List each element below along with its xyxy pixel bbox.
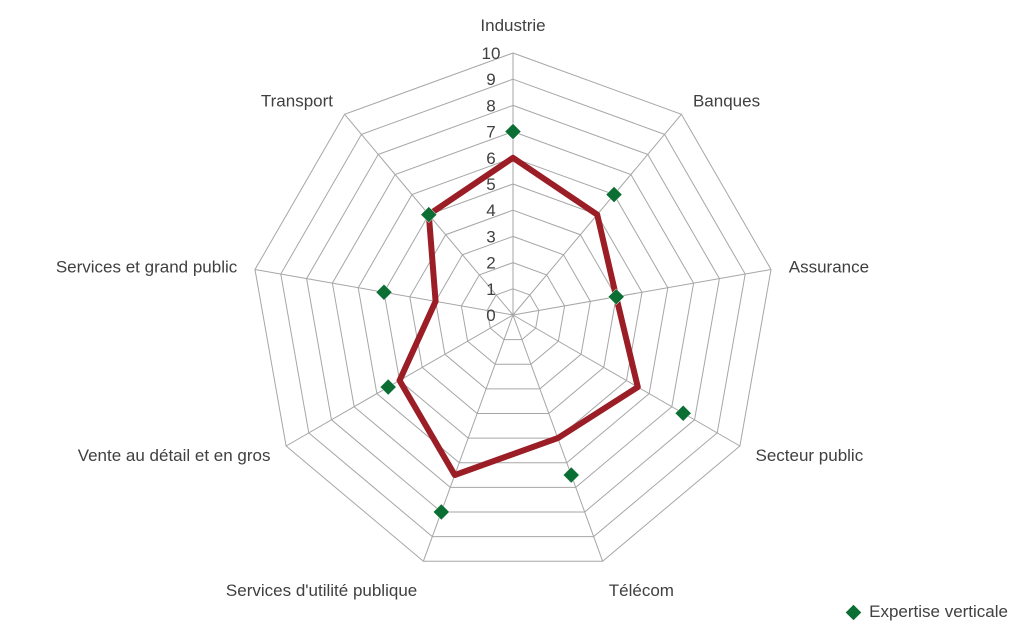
category-label: Vente au détail et en gros xyxy=(78,446,271,465)
grid-ring-6 xyxy=(357,157,669,464)
series-line-layer xyxy=(396,154,641,479)
category-label: Assurance xyxy=(789,257,869,276)
data-point-marker xyxy=(379,378,397,396)
data-point-marker xyxy=(375,283,393,301)
tick-label: 5 xyxy=(486,175,495,194)
data-point-marker xyxy=(605,186,623,203)
grid-ring-8 xyxy=(306,104,720,513)
series-line xyxy=(396,154,641,479)
legend: Expertise verticale xyxy=(845,602,1008,622)
category-label: Télécom xyxy=(609,581,674,600)
tick-label: 0 xyxy=(486,306,495,325)
radial-tick-labels: 0 1 2 3 4 5 6 7 8 9 10 xyxy=(482,44,501,325)
data-point-marker xyxy=(607,288,625,306)
data-point-marker xyxy=(432,503,450,521)
tick-label: 6 xyxy=(486,149,495,168)
tick-label: 4 xyxy=(486,201,495,220)
data-point-marker xyxy=(504,123,522,140)
grid-ring-7 xyxy=(331,131,695,488)
grid-ring-2 xyxy=(460,262,566,365)
tick-label: 1 xyxy=(486,280,495,299)
grid-ring-5 xyxy=(383,183,643,439)
tick-label: 3 xyxy=(486,227,495,246)
legend-label: Expertise verticale xyxy=(869,602,1008,621)
data-point-marker xyxy=(420,206,438,224)
tick-label: 7 xyxy=(486,123,495,142)
tick-label: 2 xyxy=(486,254,495,273)
data-point-marker xyxy=(562,466,580,484)
grid-ring-4 xyxy=(409,209,617,414)
category-label: Secteur public xyxy=(755,446,863,465)
category-label: Services d'utilité publique xyxy=(226,581,417,600)
grid-ring-1 xyxy=(486,288,540,341)
grid-spoke-2 xyxy=(512,269,772,316)
grid-spoke-3 xyxy=(512,314,741,447)
tick-label: 10 xyxy=(482,44,501,63)
category-label: Services et grand public xyxy=(56,257,238,276)
category-label: Banques xyxy=(693,92,760,111)
grid-ring-9 xyxy=(280,78,746,538)
legend-marker-diamond-icon xyxy=(845,604,862,620)
category-label: Transport xyxy=(261,92,333,111)
tick-label: 9 xyxy=(486,70,495,89)
data-point-marker xyxy=(674,404,692,422)
tick-label: 8 xyxy=(486,96,495,115)
series-marker-layer xyxy=(375,123,692,521)
grid-spoke-5 xyxy=(422,314,514,562)
category-label: Industrie xyxy=(480,16,545,35)
grid-ring-10 xyxy=(254,52,772,562)
category-labels: Industrie Banques Assurance Secteur public T… xyxy=(56,16,869,600)
grid-ring-3 xyxy=(435,235,591,390)
